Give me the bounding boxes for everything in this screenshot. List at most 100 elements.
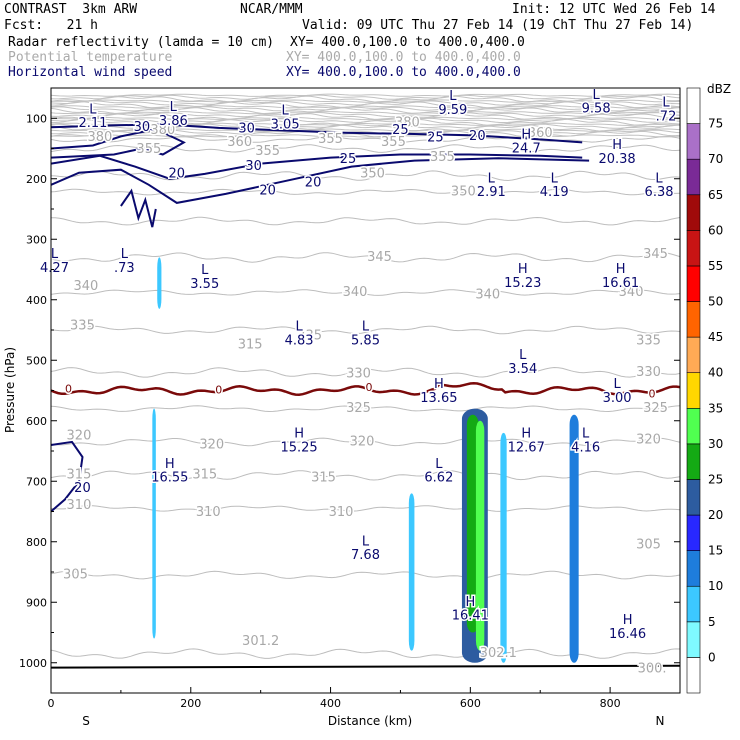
theta-label: 335 bbox=[70, 318, 95, 333]
colorbar-tick-label: 5 bbox=[708, 615, 716, 629]
colorbar-tick-label: 30 bbox=[708, 437, 723, 451]
colorbar-tick-label: 55 bbox=[708, 259, 723, 273]
extremum-value: 7.68 bbox=[351, 548, 380, 563]
extremum-marker: L bbox=[613, 377, 621, 392]
extremum-value: 3.05 bbox=[271, 117, 300, 132]
theta-label: 310 bbox=[67, 498, 92, 513]
y-tick-label: 700 bbox=[26, 475, 47, 488]
theta-label: 315 bbox=[311, 471, 336, 486]
theta-contour-line bbox=[51, 366, 680, 378]
extremum-marker: L bbox=[662, 96, 670, 111]
theta-label: 355 bbox=[430, 150, 455, 165]
theta-contour-line bbox=[51, 107, 680, 115]
theta-contour-line bbox=[51, 105, 680, 109]
init-time: Init: 12 UTC Wed 26 Feb 14 bbox=[512, 2, 716, 17]
extremum-value: 20.38 bbox=[598, 152, 635, 167]
extremum-value: .72 bbox=[656, 110, 677, 125]
y-tick-label: 200 bbox=[26, 173, 47, 186]
theta-contour-line bbox=[51, 111, 680, 115]
colorbar-swatch bbox=[686, 230, 701, 267]
reflectivity-cell bbox=[408, 493, 415, 651]
theta-label: 330 bbox=[346, 367, 371, 382]
theta-contour-line bbox=[51, 123, 680, 129]
theta-label: 380 bbox=[395, 116, 420, 131]
extremum-value: 3.55 bbox=[190, 277, 219, 292]
theta-label: 340 bbox=[619, 285, 644, 300]
extremum-value: 4.83 bbox=[285, 333, 314, 348]
extremum-marker: L bbox=[170, 100, 178, 115]
colorbar-tick-label: 45 bbox=[708, 330, 723, 344]
wind-label: 30 bbox=[245, 159, 262, 174]
extremum-marker: L bbox=[449, 89, 457, 104]
colorbar: 0 5 10 15 20 25 30 35 40 45 50 55 60 65 70 75 bbox=[686, 87, 723, 694]
theta-label: 355 bbox=[255, 144, 280, 159]
wind-contour-line bbox=[120, 188, 157, 228]
field-label-wind: Horizontal wind speed bbox=[8, 65, 173, 80]
theta-contour-line bbox=[51, 106, 680, 112]
extremum-marker: L bbox=[362, 534, 370, 549]
wind-label: 25 bbox=[340, 152, 357, 167]
x-tick-label: 400 bbox=[320, 697, 341, 710]
theta-label: 345 bbox=[367, 250, 392, 265]
x-tick-label: 200 bbox=[180, 697, 201, 710]
y-tick-label: 900 bbox=[26, 596, 47, 609]
extremum-value: 2.91 bbox=[477, 185, 506, 200]
wind-contour-line bbox=[51, 157, 590, 204]
colorbar-swatch bbox=[686, 479, 701, 516]
extremum-marker: L bbox=[519, 348, 527, 363]
theta-label: 320 bbox=[350, 434, 375, 449]
freezing-level-label: 0 bbox=[365, 381, 372, 394]
theta-label: 340 bbox=[475, 287, 500, 302]
colorbar-swatch bbox=[686, 265, 701, 302]
field-label-reflectivity: Radar reflectivity (lamda = 10 cm) bbox=[8, 35, 275, 50]
extremum-value: 12.67 bbox=[508, 440, 545, 455]
axes: 0 200 400 600 800100200300400500600700800900… bbox=[19, 112, 680, 710]
extremum-value: 16.61 bbox=[602, 276, 639, 291]
extremum-value: 6.62 bbox=[424, 471, 453, 486]
extremum-marker: H bbox=[521, 427, 531, 442]
theta-contour-line bbox=[51, 136, 680, 143]
colorbar-swatch bbox=[686, 123, 701, 160]
extremum-marker: H bbox=[518, 262, 528, 277]
reflectivity-cell bbox=[475, 420, 485, 651]
wind-label: 20 bbox=[169, 166, 186, 181]
freezing-level bbox=[51, 381, 680, 396]
extremum-marker: L bbox=[201, 263, 209, 278]
valid-time: Valid: 09 UTC Thu 27 Feb 14 (19 ChT Thu … bbox=[302, 18, 694, 33]
forecast-hour: Fcst: 21 h bbox=[4, 18, 98, 33]
extremum-value: 4.27 bbox=[40, 261, 69, 276]
theta-contour-line bbox=[51, 124, 680, 132]
colorbar-swatch bbox=[686, 87, 701, 124]
wind-label: 20 bbox=[259, 183, 276, 198]
field-xy-wind: XY= 400.0,100.0 to 400.0,400.0 bbox=[286, 65, 521, 80]
x-tick-label: 600 bbox=[460, 697, 481, 710]
theta-label: 380 bbox=[88, 130, 113, 145]
theta-label: 301.2 bbox=[242, 634, 279, 649]
x-tick-label: 800 bbox=[600, 697, 621, 710]
extremum-value: 15.23 bbox=[504, 276, 541, 291]
extremum-value: 6.38 bbox=[645, 185, 674, 200]
colorbar-tick-label: 65 bbox=[708, 188, 723, 202]
extremum-value: 15.25 bbox=[280, 440, 317, 455]
field-xy-reflectivity: XY= 400.0,100.0 to 400.0,400.0 bbox=[290, 35, 525, 50]
colorbar-swatch bbox=[686, 443, 701, 480]
field-xy-theta: XY= 400.0,100.0 to 400.0,400.0 bbox=[286, 50, 521, 65]
colorbar-tick-label: 10 bbox=[708, 579, 723, 593]
wind-label: 25 bbox=[427, 131, 444, 146]
theta-label: 345 bbox=[643, 247, 668, 262]
theta-label: 315 bbox=[238, 338, 263, 353]
wind-contour-line bbox=[51, 440, 84, 513]
theta-label: 340 bbox=[74, 279, 99, 294]
colorbar-swatch bbox=[686, 621, 701, 658]
extremum-value: 16.55 bbox=[151, 471, 188, 486]
colorbar-swatch bbox=[686, 657, 701, 694]
colorbar-tick-label: 25 bbox=[708, 472, 723, 486]
freezing-level-label: 0 bbox=[215, 384, 222, 397]
theta-label: 300. bbox=[638, 661, 667, 676]
theta-label: 335 bbox=[636, 333, 661, 348]
wind-contours bbox=[51, 123, 590, 513]
theta-label: 305 bbox=[63, 568, 88, 583]
theta-label: 315 bbox=[67, 468, 92, 483]
model-name: CONTRAST 3km ARW bbox=[4, 2, 138, 17]
